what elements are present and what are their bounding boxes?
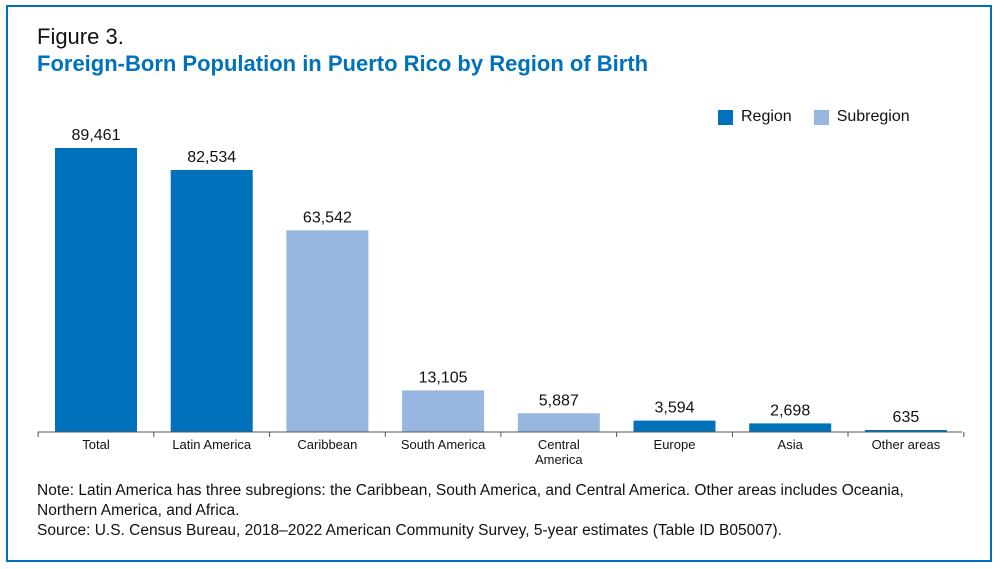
bar-total — [55, 148, 137, 432]
bar-asia — [749, 423, 832, 432]
figure-label: Figure 3. — [37, 24, 124, 49]
bar-caribbean — [286, 230, 369, 432]
x-tick-label-europe: Europe — [654, 437, 696, 452]
data-label-latin-america: 82,534 — [187, 149, 236, 166]
data-label-other-areas: 635 — [893, 409, 920, 426]
x-tick-label-latin-america: Latin America — [172, 437, 252, 452]
data-label-south-america: 13,105 — [419, 369, 468, 386]
chart-title: Foreign-Born Population in Puerto Rico b… — [37, 51, 649, 76]
legend-item-region: Region — [718, 108, 792, 126]
data-label-caribbean: 63,542 — [303, 209, 352, 226]
x-tick-label-caribbean: Caribbean — [297, 437, 357, 452]
x-tick-label-other-areas: Other areas — [872, 437, 941, 452]
x-tick-label-asia: Asia — [778, 437, 804, 452]
bar-south-america — [402, 390, 485, 432]
chart-notes: Note: Latin America has three subregions… — [37, 481, 957, 541]
legend-swatch-region — [718, 109, 733, 125]
x-tick-label-south-america: South America — [401, 437, 486, 452]
bar-other-areas — [864, 430, 947, 432]
x-tick-label-central-america: Central America — [535, 437, 583, 467]
legend: Region Subregion — [718, 108, 932, 126]
data-label-asia: 2,698 — [770, 402, 810, 419]
bar-latin-america — [170, 170, 253, 432]
bar-europe — [633, 420, 716, 432]
data-label-central-america: 5,887 — [539, 392, 579, 409]
note-text: Note: Latin America has three subregions… — [37, 482, 904, 519]
figure-frame — [6, 5, 992, 562]
source-text: Source: U.S. Census Bureau, 2018–2022 Am… — [37, 522, 782, 539]
data-label-europe: 3,594 — [654, 400, 694, 417]
bar-central-america — [517, 413, 600, 432]
legend-label-subregion: Subregion — [836, 108, 910, 125]
data-label-total: 89,461 — [72, 127, 121, 144]
legend-label-region: Region — [741, 108, 792, 125]
legend-swatch-subregion — [813, 109, 829, 125]
x-tick-label-total: Total — [82, 437, 110, 452]
legend-item-subregion: Subregion — [813, 108, 910, 126]
